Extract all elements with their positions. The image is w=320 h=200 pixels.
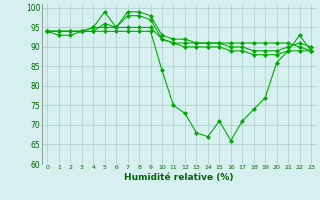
X-axis label: Humidité relative (%): Humidité relative (%) [124,173,234,182]
